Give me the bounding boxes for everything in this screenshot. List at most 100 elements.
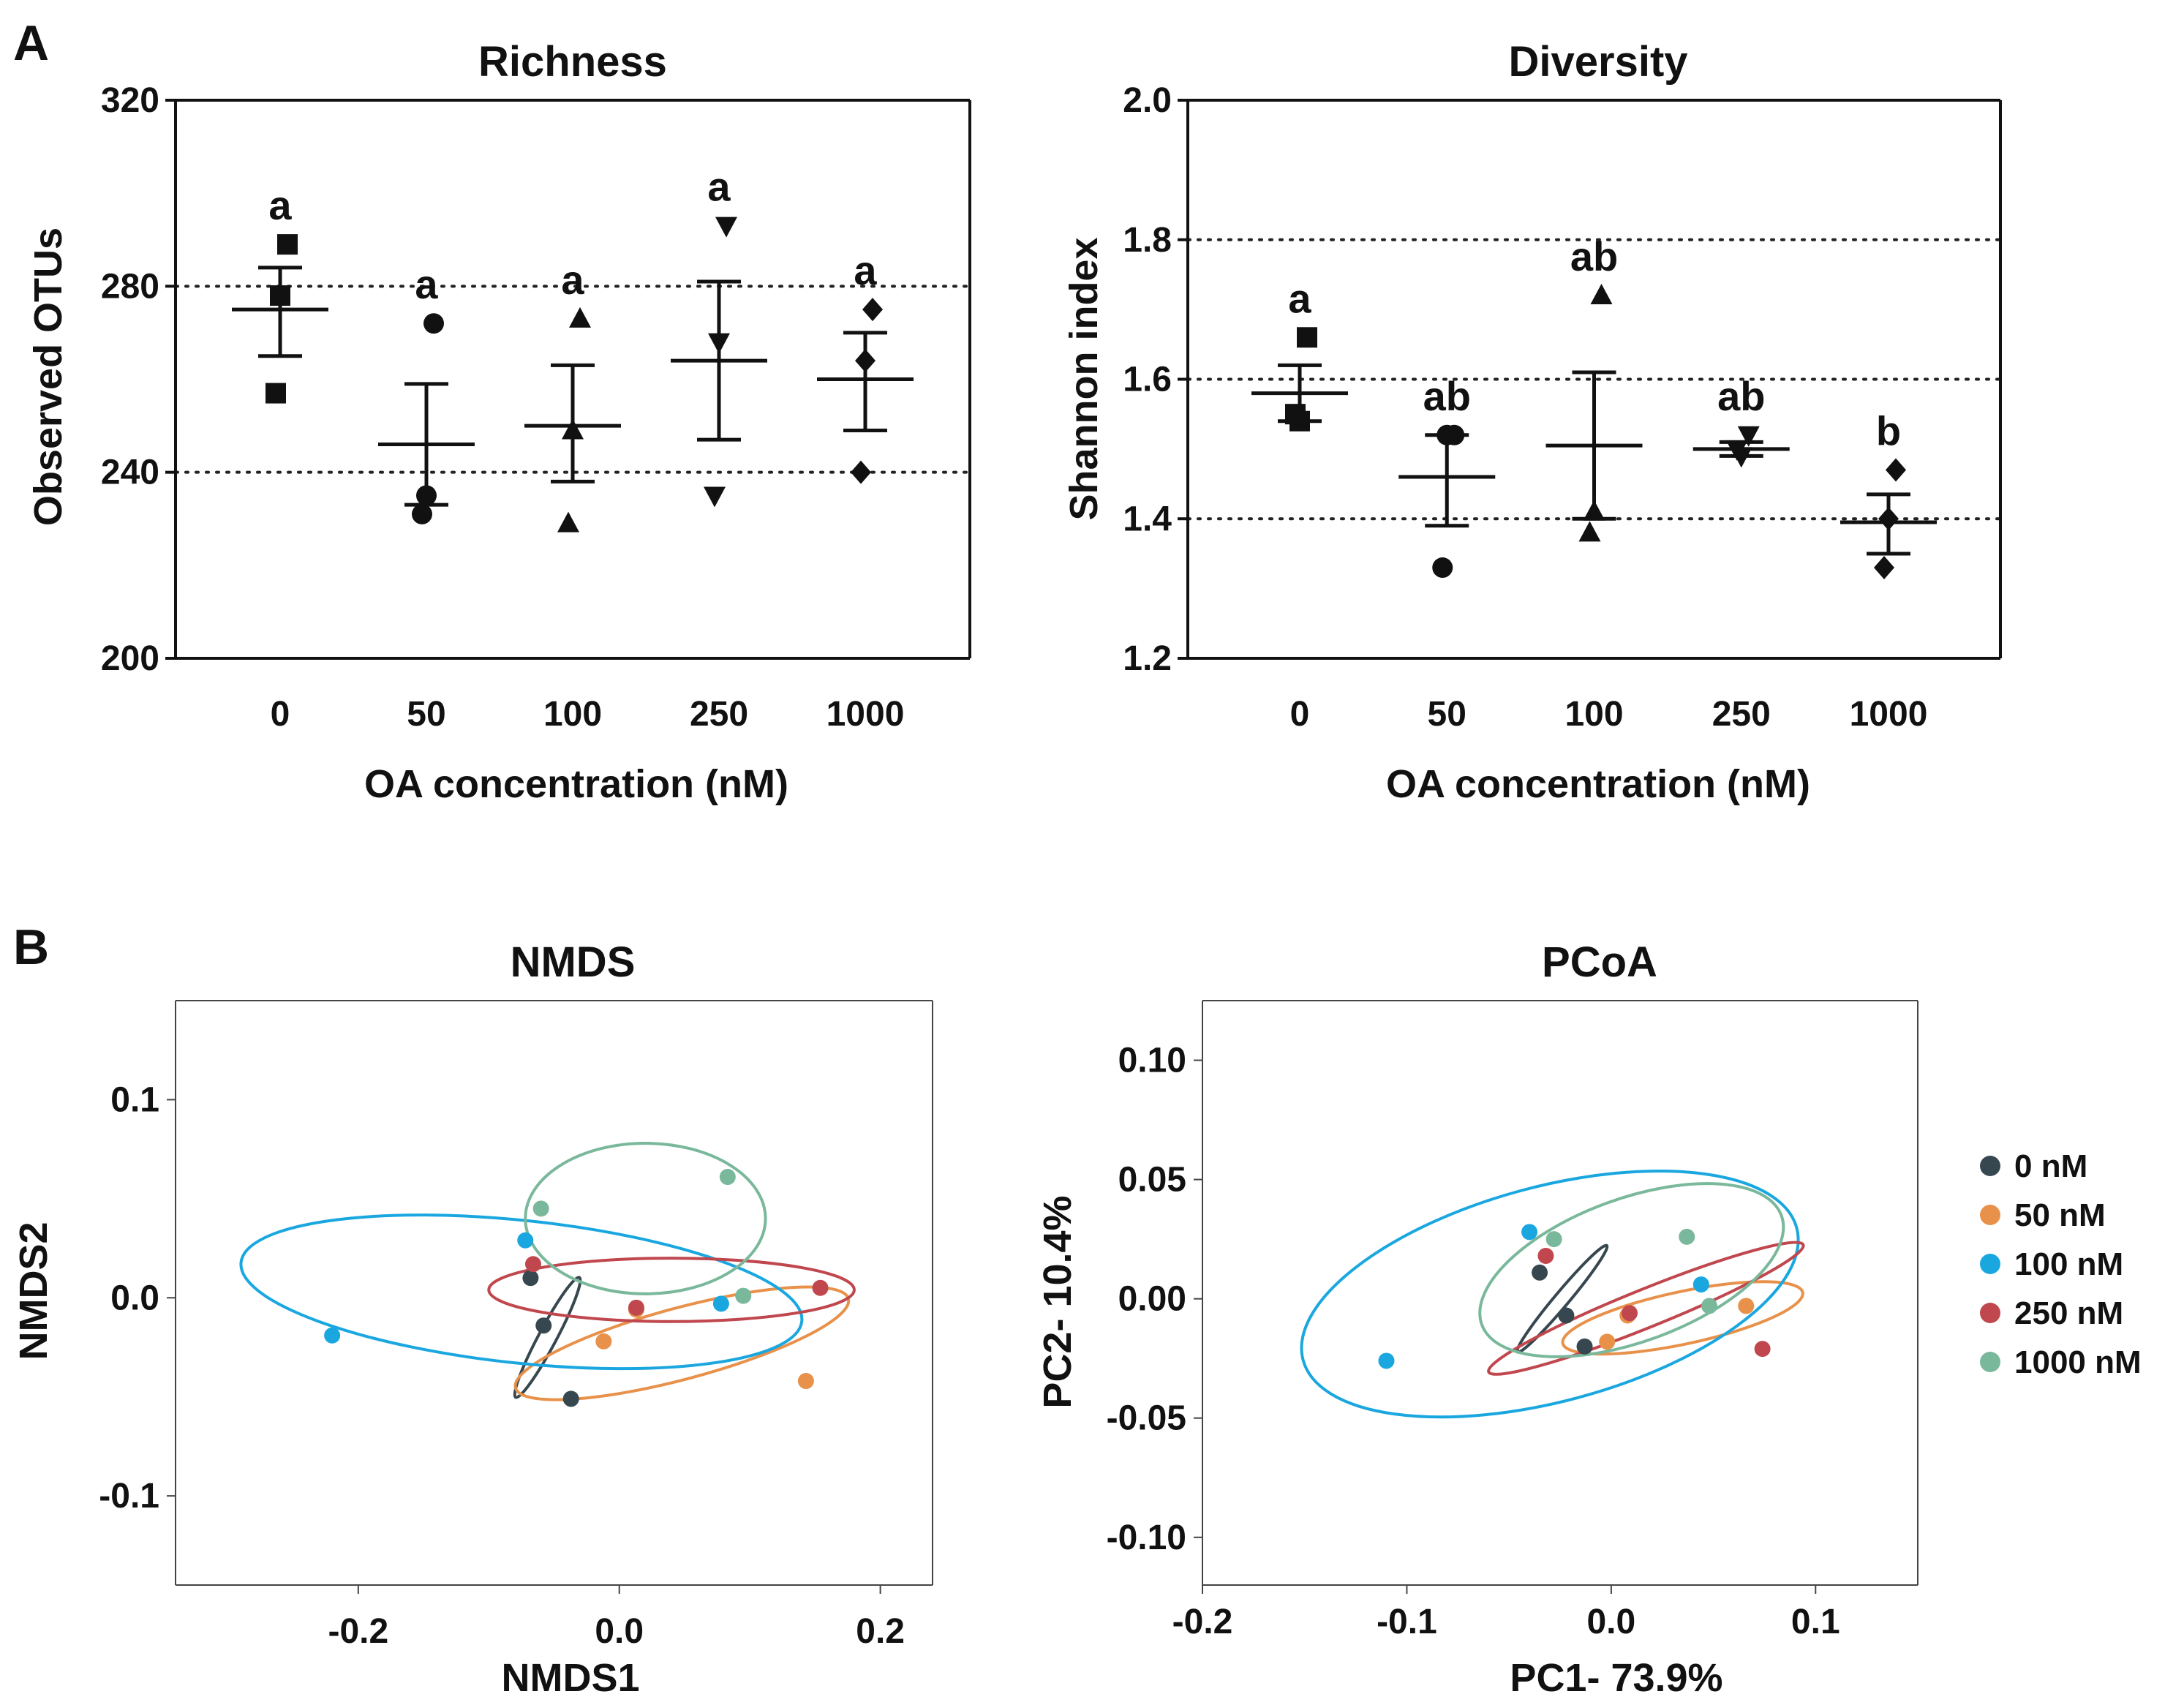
diversity-x-tick-label-2: 100 bbox=[1564, 695, 1623, 734]
diversity-x-tick-label-3: 250 bbox=[1712, 695, 1771, 734]
nmds-point-250-nM-0 bbox=[524, 1256, 541, 1273]
richness-x-tick-label-4: 1000 bbox=[826, 695, 905, 734]
nmds-x-tick-label-0: -0.2 bbox=[328, 1612, 388, 1651]
legend-marker-250-nM bbox=[1980, 1303, 2000, 1323]
nmds-y-tick-label-0: -0.1 bbox=[99, 1477, 159, 1516]
legend-label-1000-nM: 1000 nM bbox=[2014, 1344, 2142, 1380]
pcoa-point-0-nM-2 bbox=[1576, 1338, 1593, 1355]
nmds-point-100-nM-0 bbox=[324, 1327, 341, 1344]
legend-label-250-nM: 250 nM bbox=[2014, 1295, 2123, 1331]
diversity-x-tick-label-0: 0 bbox=[1290, 695, 1310, 734]
richness-chart: Richness OA concentration (nM) Observed … bbox=[26, 38, 971, 806]
diversity-significance-label-250: ab bbox=[1717, 373, 1765, 419]
richness-significance-label-1000: a bbox=[854, 247, 877, 293]
nmds-ellipse-50-nM bbox=[513, 1285, 851, 1401]
diversity-significance-label-1000: b bbox=[1876, 407, 1901, 453]
pcoa-x-tick-label-0: -0.2 bbox=[1172, 1603, 1233, 1641]
diversity-y-tick-label-2: 1.6 bbox=[1123, 361, 1172, 399]
diversity-y-axis-label: Shannon index bbox=[1062, 237, 1106, 520]
pcoa-point-0-nM-1 bbox=[1558, 1307, 1575, 1324]
nmds-ellipse-250-nM bbox=[487, 1257, 856, 1323]
nmds-point-50-nM-0 bbox=[595, 1333, 612, 1350]
pcoa-y-tick-label-2: 0.00 bbox=[1118, 1280, 1186, 1319]
pcoa-x-tick-label-1: -0.1 bbox=[1377, 1603, 1437, 1641]
nmds-ellipse-0-nM bbox=[513, 1276, 582, 1399]
pcoa-point-250-nM-1 bbox=[1622, 1305, 1638, 1322]
richness-point-100-0 bbox=[569, 306, 591, 328]
nmds-point-1000-nM-1 bbox=[719, 1169, 736, 1186]
panel-label-a: A bbox=[13, 15, 49, 71]
pcoa-ellipse-250-nM bbox=[1487, 1241, 1805, 1376]
nmds-point-100-nM-2 bbox=[712, 1295, 729, 1312]
nmds-ellipse-100-nM bbox=[239, 1213, 804, 1371]
diversity-significance-label-100: ab bbox=[1570, 233, 1618, 279]
nmds-point-1000-nM-2 bbox=[735, 1287, 752, 1304]
pcoa-point-50-nM-1 bbox=[1599, 1333, 1616, 1350]
richness-y-axis-label: Observed OTUs bbox=[26, 227, 70, 526]
richness-x-tick-label-1: 50 bbox=[407, 695, 445, 734]
diversity-x-tick-label-1: 50 bbox=[1428, 695, 1466, 734]
diversity-chart: Diversity OA concentration (nM) Shannon … bbox=[1062, 38, 2002, 806]
richness-point-50-0 bbox=[423, 313, 444, 334]
richness-point-0-0 bbox=[277, 234, 298, 255]
diversity-title: Diversity bbox=[1508, 38, 1687, 86]
diversity-point-100-2 bbox=[1578, 521, 1601, 542]
pcoa-point-1000-nM-0 bbox=[1545, 1231, 1562, 1248]
diversity-y-tick-label-3: 1.8 bbox=[1123, 221, 1172, 260]
nmds-x-tick-label-2: 0.2 bbox=[856, 1612, 905, 1651]
legend-marker-50-nM bbox=[1980, 1205, 2000, 1225]
nmds-point-0-nM-2 bbox=[562, 1390, 579, 1407]
richness-x-axis-label: OA concentration (nM) bbox=[364, 762, 788, 806]
legend: 0 nM 50 nM 100 nM 250 nM 1000 nM bbox=[1980, 1148, 2142, 1380]
pcoa-y-tick-label-3: 0.05 bbox=[1118, 1161, 1186, 1200]
pcoa-point-100-nM-2 bbox=[1692, 1276, 1709, 1293]
richness-y-tick-label-0: 200 bbox=[101, 639, 159, 678]
richness-y-tick-label-1: 240 bbox=[101, 453, 159, 492]
diversity-point-50-2 bbox=[1432, 557, 1453, 579]
pcoa-ellipse-1000-nM bbox=[1478, 1182, 1785, 1358]
nmds-y-tick-label-2: 0.1 bbox=[110, 1080, 159, 1119]
richness-x-tick-label-3: 250 bbox=[690, 695, 748, 734]
richness-significance-label-50: a bbox=[415, 261, 438, 307]
diversity-y-tick-label-4: 2.0 bbox=[1123, 81, 1172, 120]
diversity-point-1000-0 bbox=[1886, 458, 1906, 482]
diversity-significance-label-50: ab bbox=[1423, 373, 1471, 419]
nmds-x-tick-label-1: 0.0 bbox=[595, 1612, 644, 1651]
richness-y-tick-label-2: 280 bbox=[101, 267, 159, 306]
richness-significance-label-100: a bbox=[561, 257, 584, 303]
pcoa-point-100-nM-1 bbox=[1521, 1224, 1538, 1241]
nmds-point-100-nM-1 bbox=[517, 1232, 534, 1249]
richness-significance-label-0: a bbox=[268, 182, 292, 228]
nmds-title: NMDS bbox=[511, 938, 636, 986]
legend-label-100-nM: 100 nM bbox=[2014, 1246, 2123, 1282]
nmds-point-1000-nM-0 bbox=[532, 1200, 549, 1217]
nmds-y-tick-label-1: 0.0 bbox=[110, 1279, 159, 1317]
pcoa-point-1000-nM-2 bbox=[1701, 1298, 1717, 1314]
legend-marker-0-nM bbox=[1980, 1156, 2000, 1176]
pcoa-x-tick-label-3: 0.1 bbox=[1791, 1603, 1840, 1641]
diversity-x-tick-label-4: 1000 bbox=[1850, 695, 1928, 734]
richness-point-250-2 bbox=[704, 486, 726, 508]
diversity-y-tick-label-0: 1.2 bbox=[1123, 639, 1172, 678]
pcoa-point-250-nM-0 bbox=[1537, 1247, 1554, 1264]
diversity-significance-label-0: a bbox=[1288, 275, 1311, 321]
nmds-point-50-nM-1 bbox=[797, 1373, 814, 1390]
pcoa-y-tick-label-1: -0.05 bbox=[1107, 1399, 1186, 1438]
pcoa-y-axis-label: PC2- 10.4% bbox=[1036, 1195, 1080, 1408]
pcoa-point-0-nM-0 bbox=[1532, 1264, 1548, 1281]
richness-y-tick-label-3: 320 bbox=[101, 81, 159, 120]
richness-point-100-2 bbox=[557, 511, 579, 532]
richness-significance-label-250: a bbox=[707, 164, 731, 210]
richness-point-0-2 bbox=[266, 383, 286, 404]
nmds-chart: NMDS NMDS1 NMDS2 -0.1 0.0 0.1 -0.2 0.0 0.2 bbox=[12, 938, 933, 1700]
pcoa-y-tick-label-0: -0.10 bbox=[1107, 1518, 1186, 1557]
nmds-point-0-nM-0 bbox=[522, 1270, 539, 1287]
diversity-point-250-0 bbox=[1737, 426, 1760, 447]
diversity-point-100-0 bbox=[1590, 284, 1613, 305]
diversity-x-axis-label: OA concentration (nM) bbox=[1386, 762, 1810, 806]
richness-x-tick-label-0: 0 bbox=[271, 695, 290, 734]
pcoa-x-axis-label: PC1- 73.9% bbox=[1510, 1656, 1722, 1700]
legend-label-50-nM: 50 nM bbox=[2014, 1197, 2106, 1233]
diversity-point-0-0 bbox=[1297, 327, 1317, 348]
